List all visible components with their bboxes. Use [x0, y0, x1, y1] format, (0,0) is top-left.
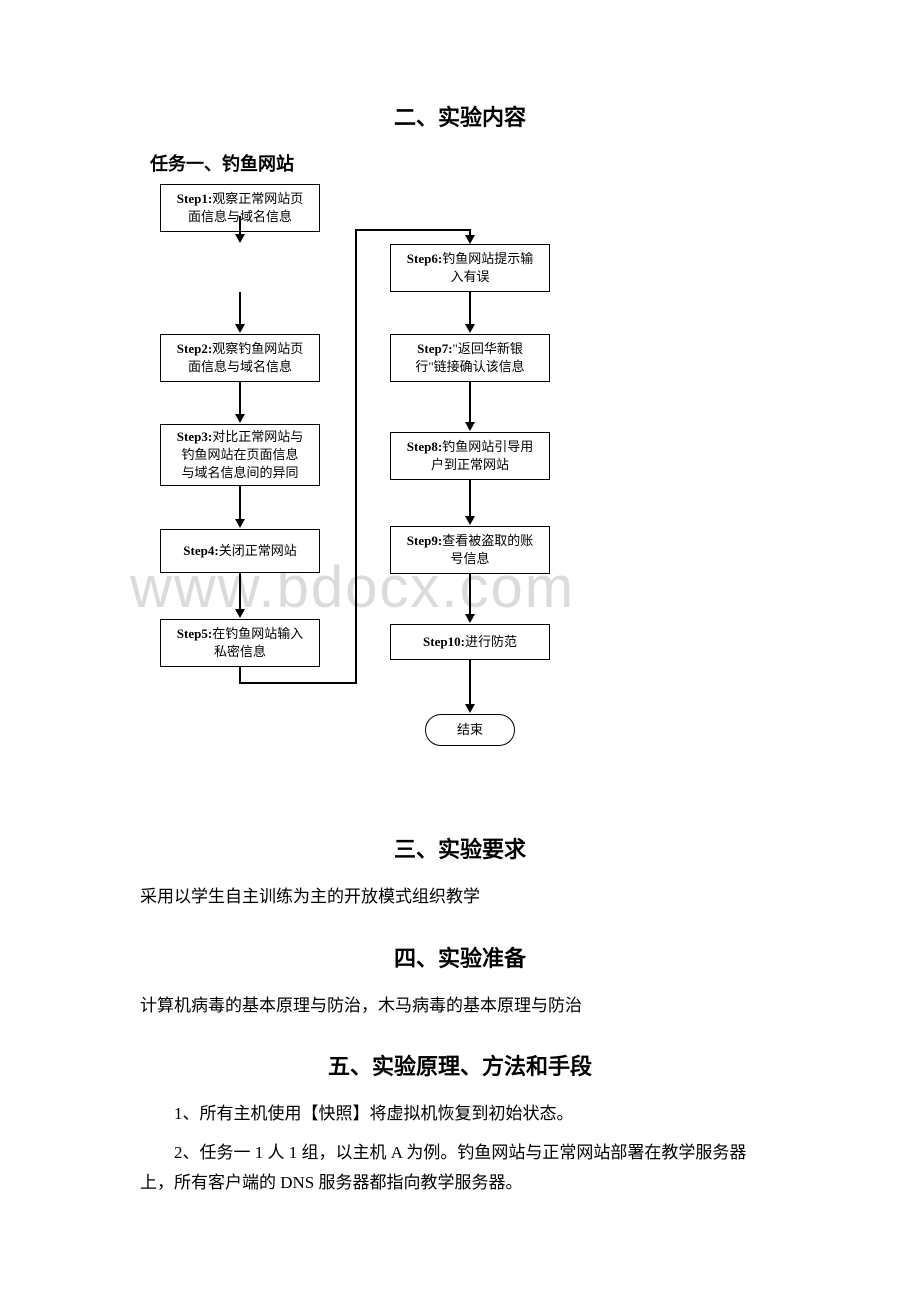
flow-step5: Step5:在钓鱼网站输入私密信息 — [160, 619, 320, 667]
arrow-head — [235, 519, 245, 528]
section-2-heading: 二、实验内容 — [140, 100, 780, 132]
arrow — [239, 682, 355, 684]
section-5-heading: 五、实验原理、方法和手段 — [140, 1049, 780, 1081]
arrow — [469, 382, 471, 424]
flow-end: 结束 — [425, 714, 515, 746]
flow-step9: Step9:查看被盗取的账号信息 — [390, 526, 550, 574]
arrow — [355, 229, 470, 231]
arrow — [239, 382, 241, 416]
flow-step7: Step7:"返回华新银行"链接确认该信息 — [390, 334, 550, 382]
flow-step8-text: Step8:钓鱼网站引导用户到正常网站 — [407, 438, 533, 474]
section-4-text: 计算机病毒的基本原理与防治，木马病毒的基本原理与防治 — [140, 991, 780, 1022]
flow-step10: Step10:进行防范 — [390, 624, 550, 660]
flow-step3: Step3:对比正常网站与钓鱼网站在页面信息与域名信息间的异同 — [160, 424, 320, 486]
flow-step5-text: Step5:在钓鱼网站输入私密信息 — [177, 625, 303, 661]
flow-step10-text: Step10:进行防范 — [423, 633, 517, 651]
arrow — [469, 660, 471, 706]
flow-step7-text: Step7:"返回华新银行"链接确认该信息 — [415, 340, 524, 376]
arrow-head — [235, 609, 245, 618]
arrow-head — [235, 234, 245, 243]
flow-step9-text: Step9:查看被盗取的账号信息 — [407, 532, 533, 568]
arrow-head — [235, 414, 245, 423]
section-5-text-2: 2、任务一 1 人 1 组，以主机 A 为例。钓鱼网站与正常网站部署在教学服务器… — [140, 1138, 780, 1199]
arrow-head — [465, 235, 475, 244]
arrow — [239, 292, 241, 326]
flow-step8: Step8:钓鱼网站引导用户到正常网站 — [390, 432, 550, 480]
arrow — [355, 229, 357, 684]
section-3-text: 采用以学生自主训练为主的开放模式组织教学 — [140, 882, 780, 913]
task-title: 任务一、钓鱼网站 — [150, 150, 780, 176]
flowchart: www.bdocx.com 开始 Step1:Step1:观察正常网站页面信息与… — [140, 184, 640, 804]
arrow-head — [465, 324, 475, 333]
arrow-head — [465, 704, 475, 713]
flow-step6-text: Step6:钓鱼网站提示输入有误 — [407, 250, 533, 286]
flow-step2-text: Step2:观察钓鱼网站页面信息与域名信息 — [177, 340, 303, 376]
section-4-heading: 四、实验准备 — [140, 941, 780, 973]
section-5-text-1: 1、所有主机使用【快照】将虚拟机恢复到初始状态。 — [140, 1099, 780, 1130]
flow-step3-text: Step3:对比正常网站与钓鱼网站在页面信息与域名信息间的异同 — [177, 428, 303, 483]
arrow-head — [235, 324, 245, 333]
flow-step2: Step2:观察钓鱼网站页面信息与域名信息 — [160, 334, 320, 382]
arrow — [239, 573, 241, 611]
arrow — [469, 574, 471, 616]
arrow — [239, 486, 241, 521]
arrow-head — [465, 614, 475, 623]
flow-step4-text: Step4:关闭正常网站 — [183, 542, 296, 560]
section-3-heading: 三、实验要求 — [140, 832, 780, 864]
flow-step4: Step4:关闭正常网站 — [160, 529, 320, 573]
arrow — [469, 292, 471, 326]
arrow-head — [465, 516, 475, 525]
arrow-head — [465, 422, 475, 431]
flow-step6: Step6:钓鱼网站提示输入有误 — [390, 244, 550, 292]
arrow — [239, 667, 241, 682]
arrow — [239, 216, 241, 236]
arrow — [469, 480, 471, 518]
